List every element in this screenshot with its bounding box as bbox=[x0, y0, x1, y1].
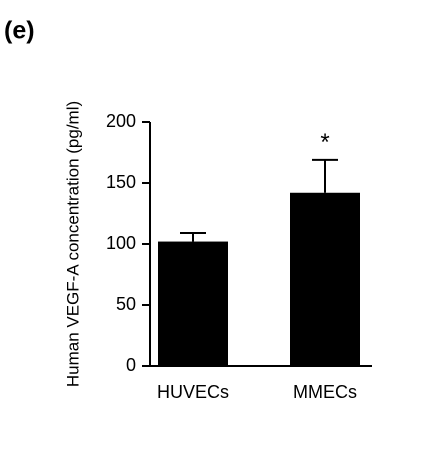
y-tick-label: 50 bbox=[116, 294, 136, 314]
panel-label: (e) bbox=[4, 17, 35, 45]
y-tick-label: 150 bbox=[106, 172, 136, 192]
bar bbox=[158, 241, 228, 366]
y-tick-label: 100 bbox=[106, 233, 136, 253]
x-tick-label: HUVECs bbox=[157, 382, 229, 402]
bar bbox=[290, 192, 360, 366]
significance-marker: * bbox=[320, 129, 329, 156]
x-tick-label: MMECs bbox=[293, 382, 357, 402]
y-axis-label: Human VEGF-A concentration (pg/ml) bbox=[63, 101, 82, 387]
y-tick-label: 200 bbox=[106, 111, 136, 131]
y-tick-label: 0 bbox=[126, 355, 136, 375]
